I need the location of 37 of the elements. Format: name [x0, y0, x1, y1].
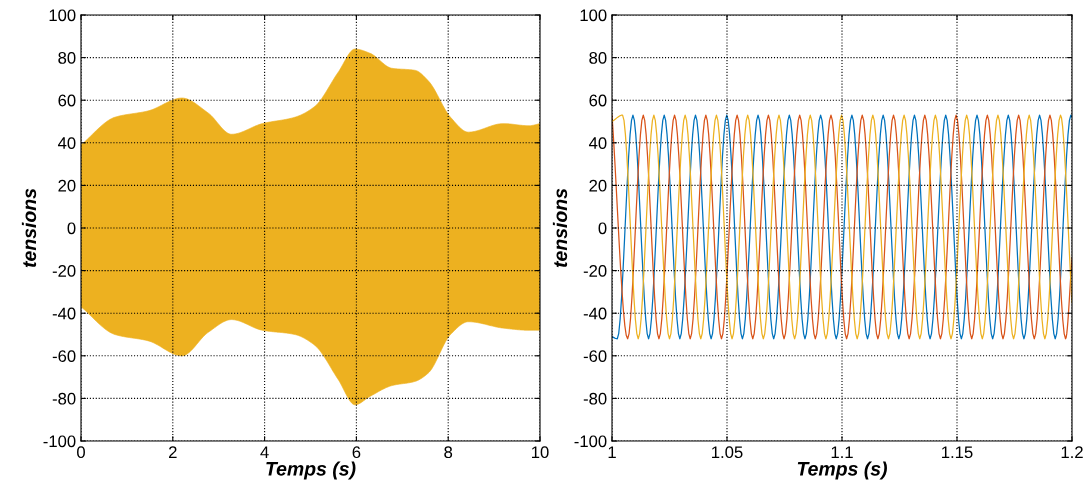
y-tick-label: 0	[67, 222, 76, 235]
y-tick-label: -40	[52, 307, 76, 320]
y-axis-title: tensions	[552, 188, 568, 268]
y-tick-label: -80	[52, 392, 76, 405]
x-tick-label: 1	[608, 446, 616, 458]
x-tick-label: 1.05	[712, 446, 743, 459]
y-tick-label: 60	[58, 94, 76, 107]
y-tick-label: 0	[598, 222, 607, 235]
y-tick-label: -60	[583, 350, 607, 362]
x-tick-label: 2	[169, 446, 177, 458]
y-tick-label: -20	[583, 265, 607, 277]
y-tick-label: 100	[49, 9, 76, 22]
y-tick-label: -80	[583, 392, 607, 405]
x-tick-label: 6	[352, 446, 361, 459]
x-tick-label: 1.1	[831, 446, 853, 458]
y-tick-label: 60	[589, 94, 607, 107]
y-tick-label: 20	[58, 179, 76, 192]
x-tick-label: 10	[532, 446, 549, 459]
x-tick-label: 8	[444, 446, 453, 459]
y-tick-label: 40	[588, 137, 607, 149]
y-tick-label: -100	[574, 435, 607, 448]
y-tick-label: -20	[52, 265, 76, 277]
y-tick-label: 20	[589, 179, 607, 192]
x-tick-label: 1.15	[942, 446, 973, 459]
y-tick-label: 80	[589, 52, 607, 64]
x-tick-label: 0	[77, 446, 85, 459]
y-tick-label: -60	[52, 350, 76, 362]
y-tick-label: -100	[43, 435, 76, 448]
y-tick-label: 100	[580, 9, 607, 22]
x-axis-title: Temps (s)	[797, 461, 887, 480]
y-tick-label: -40	[583, 307, 607, 320]
y-axis-title: tensions	[21, 188, 37, 268]
x-tick-label: 1.2	[1061, 446, 1083, 458]
y-tick-label: 80	[58, 52, 76, 64]
x-tick-label: 4	[260, 446, 269, 458]
x-axis-title: Temps (s)	[266, 461, 356, 480]
y-tick-label: 40	[57, 137, 76, 149]
